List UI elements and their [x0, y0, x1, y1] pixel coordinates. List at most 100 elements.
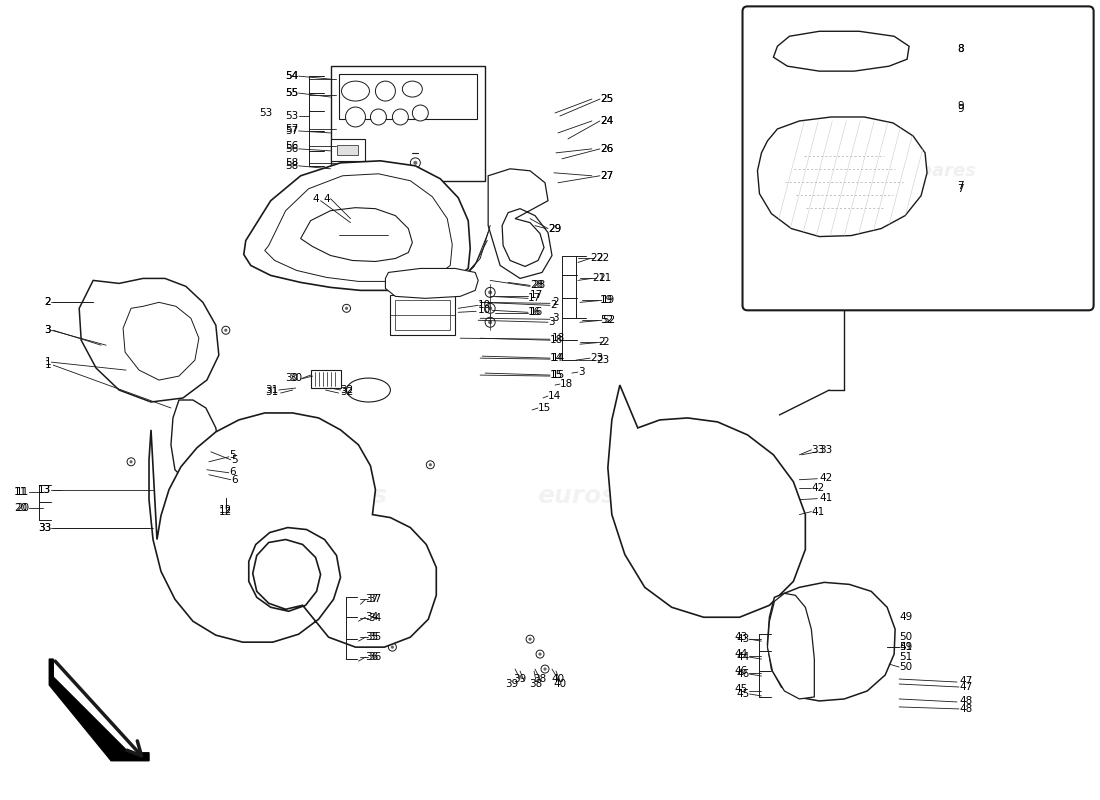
Text: 37: 37	[365, 594, 378, 604]
Ellipse shape	[345, 306, 348, 310]
Text: 24: 24	[600, 116, 613, 126]
Text: 15: 15	[538, 403, 551, 413]
Ellipse shape	[345, 107, 365, 127]
Text: 22: 22	[590, 254, 603, 263]
Text: 26: 26	[600, 144, 613, 154]
Ellipse shape	[488, 290, 492, 294]
Ellipse shape	[414, 161, 417, 165]
Polygon shape	[300, 208, 412, 262]
Ellipse shape	[866, 637, 869, 641]
Text: 41: 41	[812, 506, 825, 517]
Text: 10: 10	[478, 306, 492, 315]
Bar	[344, 221, 360, 233]
Ellipse shape	[388, 643, 396, 651]
Text: 2: 2	[45, 298, 52, 307]
Text: 16: 16	[528, 307, 541, 318]
Text: 16: 16	[530, 307, 543, 318]
Text: 47: 47	[959, 676, 972, 686]
Ellipse shape	[341, 81, 370, 101]
Text: 33: 33	[820, 445, 833, 455]
Text: 7: 7	[957, 181, 964, 190]
Text: 40: 40	[551, 674, 564, 684]
Ellipse shape	[371, 109, 386, 125]
Text: 25: 25	[600, 94, 613, 104]
Ellipse shape	[128, 458, 135, 466]
Text: 31: 31	[265, 387, 278, 397]
Bar	[395, 300, 450, 330]
Ellipse shape	[503, 221, 534, 261]
Bar	[211, 531, 310, 591]
Text: 23: 23	[596, 355, 609, 365]
Ellipse shape	[543, 667, 547, 670]
Text: 9: 9	[957, 101, 964, 111]
Text: 21: 21	[598, 274, 612, 283]
Bar	[820, 637, 861, 655]
Text: 27: 27	[600, 170, 613, 181]
Text: 7: 7	[957, 184, 964, 194]
Text: 12: 12	[219, 505, 232, 514]
Bar	[339, 74, 477, 119]
Ellipse shape	[782, 674, 792, 684]
Text: 8: 8	[957, 44, 964, 54]
Ellipse shape	[536, 650, 544, 658]
Ellipse shape	[510, 230, 526, 250]
Text: 34: 34	[368, 614, 382, 623]
Text: 51: 51	[899, 642, 912, 652]
Text: 49: 49	[899, 612, 912, 622]
Ellipse shape	[403, 81, 422, 97]
Text: 22: 22	[596, 254, 609, 263]
Text: 54: 54	[285, 71, 298, 81]
Text: 51: 51	[899, 652, 912, 662]
Polygon shape	[123, 302, 199, 380]
Text: 58: 58	[285, 158, 298, 168]
Text: 21: 21	[592, 274, 605, 283]
Text: 33: 33	[39, 522, 52, 533]
FancyBboxPatch shape	[742, 6, 1093, 310]
Text: 13: 13	[39, 485, 52, 494]
Text: 26: 26	[600, 144, 613, 154]
Text: 47: 47	[959, 682, 972, 692]
Bar	[820, 659, 861, 677]
Text: 31: 31	[265, 385, 278, 395]
Text: 19: 19	[602, 295, 615, 306]
Polygon shape	[385, 269, 478, 298]
Ellipse shape	[222, 326, 230, 334]
Ellipse shape	[862, 634, 872, 644]
Text: 54: 54	[285, 71, 298, 81]
Bar	[390, 295, 455, 335]
Text: 5: 5	[231, 454, 238, 465]
Ellipse shape	[488, 320, 492, 324]
Polygon shape	[768, 582, 895, 701]
Text: 55: 55	[285, 88, 298, 98]
Ellipse shape	[526, 635, 534, 643]
Polygon shape	[488, 169, 552, 278]
Ellipse shape	[785, 677, 790, 681]
Text: 8: 8	[957, 44, 964, 54]
Text: 11: 11	[16, 486, 30, 497]
Text: 34: 34	[365, 612, 378, 622]
Text: 52: 52	[600, 315, 613, 326]
Text: 45: 45	[736, 689, 749, 699]
Ellipse shape	[877, 104, 881, 109]
Text: 20: 20	[14, 502, 28, 513]
Text: 23: 23	[590, 353, 603, 363]
Text: 35: 35	[368, 632, 382, 642]
Text: 29: 29	[548, 223, 561, 234]
Bar	[365, 221, 384, 233]
Ellipse shape	[110, 306, 112, 310]
Text: 39: 39	[506, 679, 519, 689]
Text: 44: 44	[736, 652, 749, 662]
Text: 13: 13	[39, 485, 52, 494]
Ellipse shape	[541, 665, 549, 673]
Text: 43: 43	[735, 632, 748, 642]
Text: 40: 40	[553, 679, 566, 689]
Text: 3: 3	[45, 326, 52, 335]
Ellipse shape	[339, 461, 346, 469]
Text: 41: 41	[820, 493, 833, 502]
Text: 14: 14	[548, 391, 561, 401]
Text: 50: 50	[899, 662, 912, 672]
Bar	[331, 139, 365, 161]
Ellipse shape	[678, 570, 682, 574]
Text: 2: 2	[602, 338, 608, 347]
Text: eurospares: eurospares	[850, 167, 974, 186]
